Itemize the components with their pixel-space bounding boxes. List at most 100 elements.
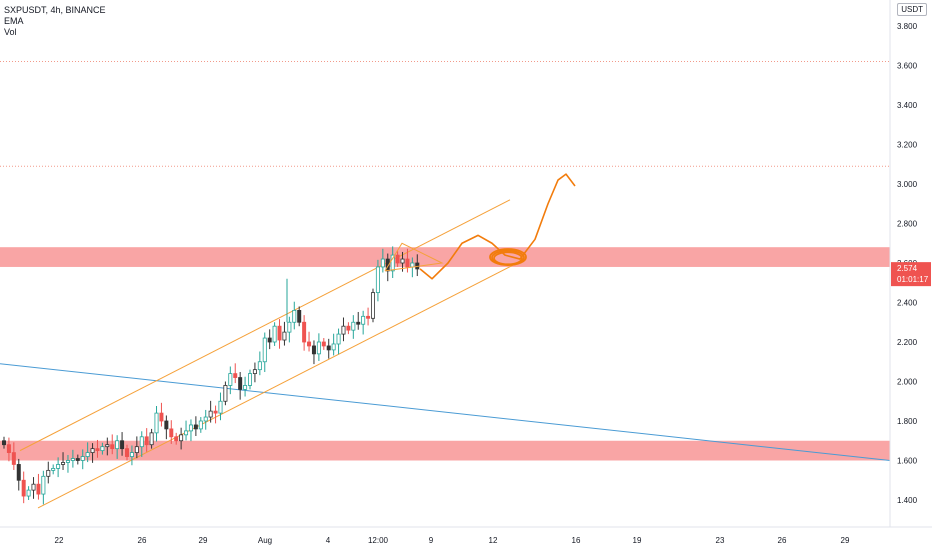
candle[interactable] xyxy=(159,412,164,422)
candle[interactable] xyxy=(405,258,410,268)
candle[interactable] xyxy=(149,432,154,446)
candle[interactable] xyxy=(134,446,139,453)
candle[interactable] xyxy=(400,258,405,264)
candle[interactable] xyxy=(120,440,125,450)
candle[interactable] xyxy=(125,448,130,457)
candle[interactable] xyxy=(252,369,257,374)
candle[interactable] xyxy=(208,410,213,418)
candle[interactable] xyxy=(351,321,356,331)
candle[interactable] xyxy=(213,410,218,414)
candle[interactable] xyxy=(272,325,277,343)
candle[interactable] xyxy=(356,321,361,325)
currency-unit-badge[interactable]: USDT xyxy=(897,3,927,16)
candle[interactable] xyxy=(75,458,80,461)
candle[interactable] xyxy=(139,436,144,448)
candle[interactable] xyxy=(238,377,243,390)
candle[interactable] xyxy=(21,479,26,497)
candle[interactable] xyxy=(129,452,134,457)
candle[interactable] xyxy=(2,440,7,446)
candle[interactable] xyxy=(80,456,85,461)
candle[interactable] xyxy=(233,373,238,378)
price-tick-label: 2.400 xyxy=(897,299,918,308)
candle[interactable] xyxy=(164,420,169,430)
candle[interactable] xyxy=(390,254,395,272)
candle[interactable] xyxy=(41,475,46,495)
candle[interactable] xyxy=(110,444,115,450)
candle[interactable] xyxy=(193,424,198,430)
candle[interactable] xyxy=(169,428,174,438)
channel-lower-line[interactable] xyxy=(37,258,526,509)
candle[interactable] xyxy=(366,315,371,319)
channel-upper-line[interactable] xyxy=(19,199,511,452)
candle[interactable] xyxy=(277,325,282,341)
candle[interactable] xyxy=(16,464,21,481)
candle[interactable] xyxy=(144,436,149,446)
candle[interactable] xyxy=(100,446,105,452)
symbol-title[interactable]: SXPUSDT, 4h, BINANCE xyxy=(4,5,106,15)
candle[interactable] xyxy=(243,385,248,390)
candle[interactable] xyxy=(316,341,321,355)
volume-indicator-label[interactable]: Vol xyxy=(4,27,17,37)
candle[interactable] xyxy=(287,321,292,333)
candle[interactable] xyxy=(198,420,203,430)
candle[interactable] xyxy=(247,373,252,386)
candle[interactable] xyxy=(380,258,385,268)
candle[interactable] xyxy=(6,444,11,454)
candle[interactable] xyxy=(85,452,90,457)
support-resistance-zone[interactable] xyxy=(0,440,890,461)
candle[interactable] xyxy=(336,333,341,345)
candle[interactable] xyxy=(46,469,51,477)
candle[interactable] xyxy=(218,400,223,414)
candle[interactable] xyxy=(370,292,375,319)
candle[interactable] xyxy=(282,331,287,341)
candle[interactable] xyxy=(65,460,70,463)
candle[interactable] xyxy=(311,345,316,355)
candle[interactable] xyxy=(341,325,346,335)
candle[interactable] xyxy=(11,452,16,465)
candle[interactable] xyxy=(321,341,326,347)
candle[interactable] xyxy=(395,254,400,264)
candle[interactable] xyxy=(174,436,179,442)
candle[interactable] xyxy=(410,262,415,268)
candle[interactable] xyxy=(61,462,66,465)
highlight-circle[interactable] xyxy=(493,251,523,266)
last-price-label[interactable] xyxy=(891,262,931,287)
candle[interactable] xyxy=(115,440,120,450)
triangle-pattern[interactable] xyxy=(384,242,444,272)
candle[interactable] xyxy=(154,412,159,434)
candle[interactable] xyxy=(105,444,110,448)
candle[interactable] xyxy=(346,325,351,331)
candle[interactable] xyxy=(326,345,331,351)
candle[interactable] xyxy=(267,337,272,343)
candle[interactable] xyxy=(95,448,100,452)
candle[interactable] xyxy=(257,361,262,371)
trendline[interactable] xyxy=(0,363,891,461)
candle[interactable] xyxy=(262,337,267,363)
candle[interactable] xyxy=(56,464,61,469)
candle[interactable] xyxy=(184,430,189,436)
candle[interactable] xyxy=(90,448,95,453)
ema-indicator-label[interactable]: EMA xyxy=(4,16,24,26)
candle[interactable] xyxy=(36,483,41,495)
candle[interactable] xyxy=(223,385,228,402)
candle[interactable] xyxy=(31,483,36,491)
candle[interactable] xyxy=(188,424,193,432)
candle[interactable] xyxy=(361,315,366,325)
candle[interactable] xyxy=(70,458,75,461)
candle[interactable] xyxy=(179,434,184,442)
candle[interactable] xyxy=(51,467,56,471)
price-tick-label: 2.800 xyxy=(897,220,918,229)
candle[interactable] xyxy=(26,489,31,497)
candle[interactable] xyxy=(331,343,336,351)
candle[interactable] xyxy=(203,416,208,422)
projection-path[interactable] xyxy=(419,173,576,280)
support-resistance-zone[interactable] xyxy=(0,247,890,267)
candle[interactable] xyxy=(228,373,233,386)
candle[interactable] xyxy=(375,266,380,294)
candle[interactable] xyxy=(307,341,312,347)
candle[interactable] xyxy=(297,309,302,323)
candle[interactable] xyxy=(302,321,307,343)
candle[interactable] xyxy=(292,309,297,323)
